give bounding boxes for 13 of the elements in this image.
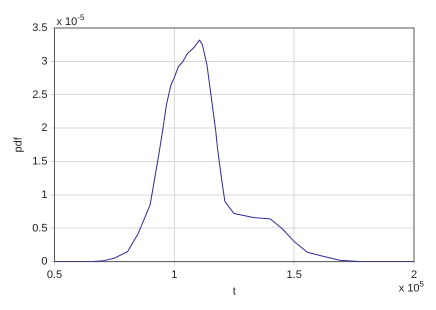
y-tick-label: 0.5 <box>32 222 48 234</box>
y-tick-label: 3 <box>41 55 48 68</box>
x-tick-label: 1.5 <box>286 269 302 282</box>
y-tick-label: 3.5 <box>32 22 48 34</box>
x-axis-title: t <box>232 285 236 298</box>
y-tick-label: 1 <box>41 188 48 201</box>
x-tick-label: 2 <box>410 269 418 282</box>
y-tick-label: 2.5 <box>32 88 48 101</box>
y-axis-title: pdf <box>12 136 25 152</box>
y-tick-label: 0 <box>41 256 48 268</box>
y-tick-label: 1.5 <box>32 156 48 168</box>
x-tick-label: 1 <box>171 269 178 282</box>
y-tick-label: 2 <box>41 122 48 134</box>
